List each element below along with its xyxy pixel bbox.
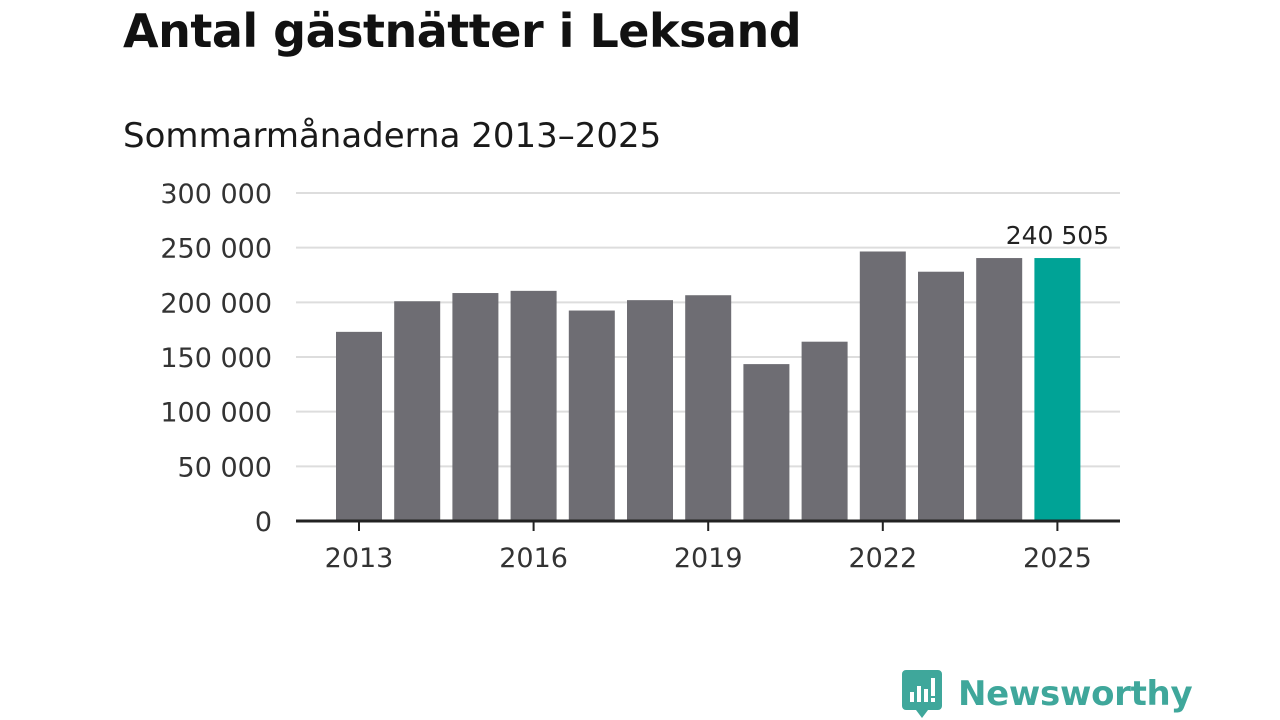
brand-name: Newsworthy bbox=[958, 674, 1193, 714]
y-tick-label: 100 000 bbox=[160, 398, 272, 429]
chart-title: Antal gästnätter i Leksand bbox=[123, 4, 802, 58]
x-tick-label: 2016 bbox=[499, 543, 568, 574]
bar-2021 bbox=[801, 341, 848, 521]
bar-2018 bbox=[627, 300, 673, 521]
x-tick-label: 2013 bbox=[325, 543, 394, 574]
y-tick-label: 150 000 bbox=[160, 343, 272, 374]
x-tick-label: 2019 bbox=[674, 543, 743, 574]
x-tick-label: 2025 bbox=[1023, 543, 1092, 574]
newsworthy-logo: Newsworthy bbox=[902, 670, 1193, 718]
y-tick-label: 0 bbox=[255, 507, 272, 538]
bar-2022 bbox=[859, 251, 906, 521]
bar-2015 bbox=[452, 293, 499, 521]
bar-2017 bbox=[568, 310, 615, 521]
y-tick-label: 300 000 bbox=[160, 179, 272, 210]
bar-2023 bbox=[918, 271, 964, 521]
newsworthy-logo-icon bbox=[902, 670, 942, 718]
bar-2025 bbox=[1034, 258, 1081, 521]
y-tick-label: 50 000 bbox=[178, 452, 272, 483]
bar-2014 bbox=[394, 301, 441, 521]
y-tick-label: 250 000 bbox=[160, 234, 272, 265]
bar-2019 bbox=[685, 295, 732, 521]
bar-2013 bbox=[336, 331, 382, 521]
chart-subtitle: Sommarmånaderna 2013–2025 bbox=[123, 116, 662, 156]
y-tick-label: 200 000 bbox=[160, 288, 272, 319]
data-label-2025: 240 505 bbox=[1006, 221, 1109, 250]
bar-2020 bbox=[743, 364, 790, 521]
bar-2016 bbox=[510, 290, 557, 521]
x-tick-label: 2022 bbox=[848, 543, 917, 574]
bar-2024 bbox=[976, 258, 1023, 521]
